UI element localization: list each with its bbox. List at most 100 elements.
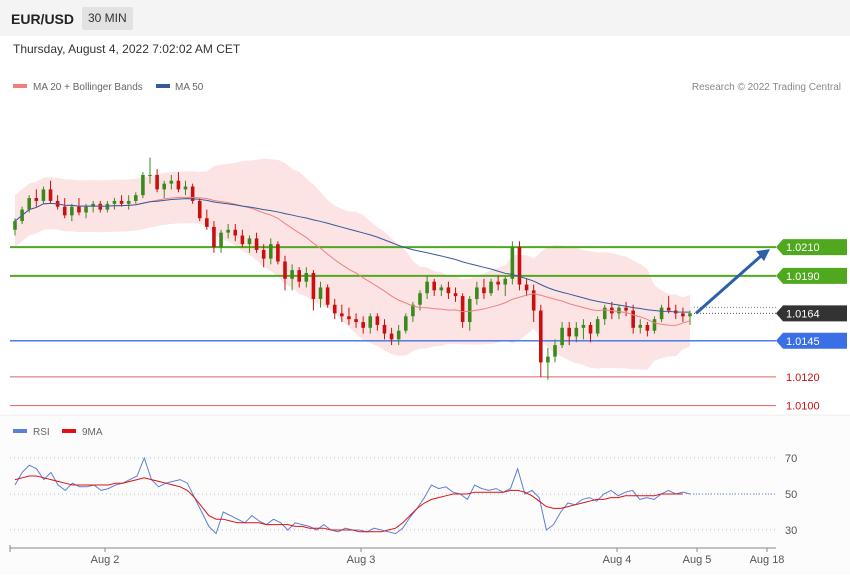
level-tag-2 xyxy=(776,332,847,349)
candle-body-14 xyxy=(112,200,117,204)
candle-7 xyxy=(62,198,67,219)
candle-13 xyxy=(105,200,110,213)
candle-body-10 xyxy=(84,206,88,213)
candle-body-47 xyxy=(347,316,351,320)
candle-body-4 xyxy=(41,189,46,201)
candle-body-42 xyxy=(311,273,316,299)
candle-17 xyxy=(133,192,138,204)
candle-78 xyxy=(567,322,572,346)
chart-header: EUR/USD 30 MIN xyxy=(0,0,850,36)
candle-35 xyxy=(261,244,266,268)
candle-body-61 xyxy=(446,287,451,294)
candle-62 xyxy=(453,287,458,302)
timestamp: Thursday, August 4, 2022 7:02:02 AM CET xyxy=(13,42,241,56)
candle-88 xyxy=(638,319,643,334)
candle-67 xyxy=(489,278,493,297)
candle-body-18 xyxy=(141,174,145,196)
candle-82 xyxy=(595,316,600,337)
candle-18 xyxy=(141,172,145,199)
candle-body-65 xyxy=(475,287,479,299)
x-tick-label-4: Aug 18 xyxy=(750,554,785,566)
candle-body-33 xyxy=(247,238,252,245)
candle-body-22 xyxy=(169,180,174,184)
candle-68 xyxy=(496,275,500,291)
candle-body-95 xyxy=(688,313,692,317)
candle-body-52 xyxy=(382,324,387,334)
candle-body-35 xyxy=(261,249,266,259)
candle-body-13 xyxy=(105,203,110,210)
candle-26 xyxy=(197,198,202,222)
candle-80 xyxy=(581,319,586,340)
candle-69 xyxy=(503,275,508,297)
candle-59 xyxy=(432,278,437,297)
candle-52 xyxy=(382,319,387,340)
candle-43 xyxy=(318,281,323,308)
candle-58 xyxy=(425,275,429,299)
candle-body-68 xyxy=(496,281,500,285)
rsi-level-label-50: 50 xyxy=(785,489,797,501)
candle-body-17 xyxy=(133,195,138,201)
timeframe-button[interactable]: 30 MIN xyxy=(82,7,133,30)
candle-body-39 xyxy=(290,270,294,279)
candle-body-54 xyxy=(396,330,401,340)
candle-body-51 xyxy=(375,316,380,325)
candle-65 xyxy=(475,281,479,305)
candle-body-57 xyxy=(418,293,422,305)
candle-63 xyxy=(460,293,465,328)
candle-body-71 xyxy=(517,247,522,285)
candle-body-77 xyxy=(560,327,564,346)
candle-72 xyxy=(524,278,529,297)
candle-90 xyxy=(652,316,657,334)
candle-95 xyxy=(688,310,692,325)
candle-body-44 xyxy=(325,287,330,305)
candle-60 xyxy=(439,284,444,297)
candle-body-86 xyxy=(624,307,628,311)
candle-body-25 xyxy=(190,186,195,201)
candle-body-27 xyxy=(205,218,209,227)
candle-41 xyxy=(304,267,309,288)
candle-body-19 xyxy=(148,174,152,176)
candle-body-29 xyxy=(219,232,223,248)
rsi-panel-bg xyxy=(0,415,850,575)
candle-23 xyxy=(176,172,181,193)
current-price-tag xyxy=(776,305,847,322)
candle-20 xyxy=(155,169,159,193)
candle-27 xyxy=(205,209,209,230)
candle-83 xyxy=(602,304,607,325)
candle-body-49 xyxy=(361,322,365,328)
candle-50 xyxy=(368,313,373,334)
candle-21 xyxy=(162,180,167,199)
candle-75 xyxy=(546,348,550,380)
ma9-legend-swatch xyxy=(62,429,76,433)
candle-body-20 xyxy=(155,174,159,190)
symbol-label: EUR/USD xyxy=(11,11,75,27)
candle-70 xyxy=(510,241,515,285)
ma20-legend-label: MA 20 + Bollinger Bands xyxy=(33,82,143,93)
level-tag-1 xyxy=(776,267,847,284)
candle-77 xyxy=(560,322,564,348)
candle-body-16 xyxy=(126,200,131,204)
candle-31 xyxy=(233,224,238,242)
candle-body-0 xyxy=(13,221,17,230)
candle-body-24 xyxy=(183,186,188,190)
forecast-arrow-head xyxy=(756,249,770,262)
candle-body-45 xyxy=(332,304,337,314)
candle-9 xyxy=(77,198,81,216)
candle-53 xyxy=(389,327,394,346)
candle-49 xyxy=(361,316,365,334)
candle-32 xyxy=(240,229,245,248)
candle-66 xyxy=(482,278,486,299)
rsi-level-label-70: 70 xyxy=(785,453,797,465)
candle-body-46 xyxy=(340,313,344,317)
current-price-label: 1.0164 xyxy=(786,308,820,320)
candle-body-55 xyxy=(403,316,408,331)
candle-body-60 xyxy=(439,287,444,291)
candle-body-62 xyxy=(453,293,458,297)
level-label-4: 1.0100 xyxy=(786,401,820,413)
candle-42 xyxy=(311,270,316,311)
candle-46 xyxy=(340,304,344,323)
candle-74 xyxy=(538,304,543,377)
candle-body-15 xyxy=(119,200,124,204)
candle-64 xyxy=(467,296,472,331)
